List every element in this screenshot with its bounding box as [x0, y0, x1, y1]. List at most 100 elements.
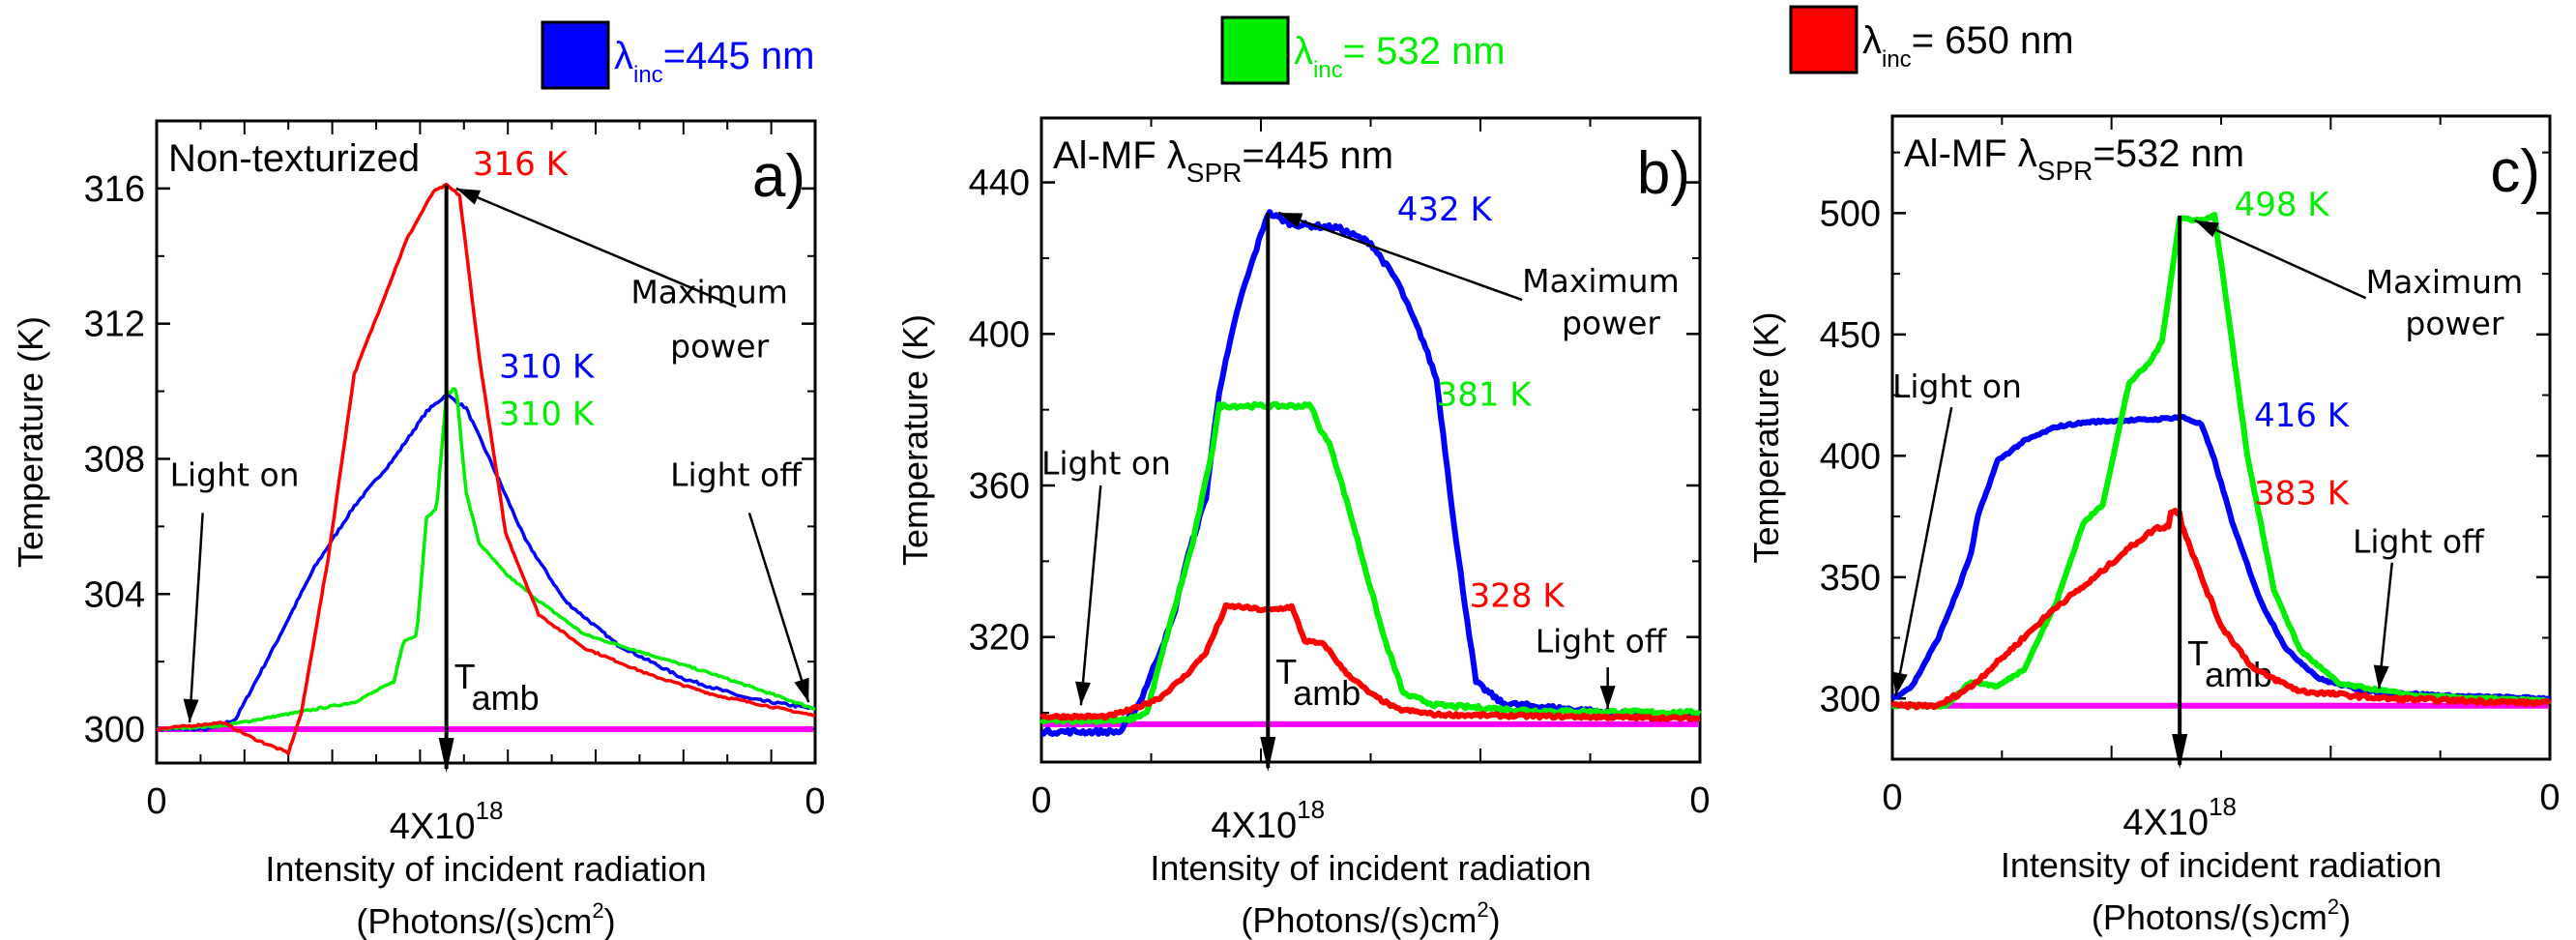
value-label: 310 K: [499, 348, 596, 387]
series-line: [1890, 212, 2552, 710]
y-tick-label: 312: [84, 305, 145, 345]
y-tick-label: 308: [84, 439, 145, 480]
x-tick-exponent: 18: [2209, 792, 2237, 821]
y-axis-title: Temperature (K): [895, 314, 935, 566]
legend-item: λinc= 650 nm: [1789, 5, 2074, 74]
annotation-arrowhead: [1278, 212, 1303, 228]
x-axis-units: (Photons/(s)cm2): [2092, 895, 2351, 937]
legend-item: λinc=445 nm: [541, 20, 814, 90]
tamb-T: T: [454, 657, 476, 696]
annotation-arrow: [2194, 219, 2367, 300]
value-label: 310 K: [499, 396, 596, 434]
legend-value: = 532 nm: [1343, 30, 1506, 73]
panel-title-end: =445 nm: [1242, 134, 1393, 177]
legend-value: =445 nm: [663, 35, 815, 77]
y-tick-label: 360: [969, 466, 1030, 507]
annotation-arrow: [747, 513, 810, 703]
x-axis-units-base: (Photons/(s)cm: [1241, 900, 1477, 940]
annotation-label: Light on: [170, 455, 300, 493]
series-line: [156, 182, 816, 755]
annotation-arrow: [1079, 485, 1102, 706]
x-axis-units-base: (Photons/(s)cm: [356, 901, 592, 940]
annotation-arrow: [1277, 211, 1523, 302]
annotation-arrow: [1894, 406, 1953, 696]
annotation-label: Maximum: [2366, 263, 2524, 301]
legend-sub: inc: [633, 62, 663, 88]
value-label: 416 K: [2254, 397, 2351, 435]
legend-label: λinc= 532 nm: [1294, 30, 1506, 83]
legend-swatch: [1220, 15, 1290, 85]
y-tick-label: 350: [1820, 558, 1881, 599]
annotation-arrowhead: [794, 677, 809, 703]
x-tick-label: 0: [2539, 778, 2560, 818]
panel-c: 300 350 400 450 500 0 4X1018 0 Intensity of inci…: [1746, 114, 2561, 937]
x-axis-title: Intensity of incident radiation: [265, 849, 706, 889]
value-label: 432 K: [1397, 191, 1494, 229]
legend-swatch: [1789, 5, 1859, 74]
series-line: [1039, 400, 1702, 725]
value-label: 383 K: [2254, 475, 2351, 514]
value-label: 498 K: [2235, 186, 2331, 224]
x-tick-base: 4X10: [2122, 803, 2209, 843]
plot-frame: [155, 119, 817, 765]
annotation-label: Light off: [2353, 523, 2485, 561]
y-tick-label: 450: [1820, 315, 1881, 356]
tamb-label: Tamb: [454, 657, 540, 718]
annotation-label: Maximum: [630, 274, 788, 311]
annotation-arrowhead: [455, 188, 482, 205]
x-axis-units-end: ): [2339, 897, 2351, 937]
x-tick-label: 4X1018: [2122, 792, 2237, 843]
annotation-label: Light off: [1536, 622, 1668, 660]
annotation-label: Light off: [670, 455, 803, 493]
annotation-label: power: [670, 328, 769, 366]
legend-value: = 650 nm: [1912, 19, 2074, 62]
x-tick-base: 4X10: [1211, 806, 1297, 846]
x-axis-units-sup: 2: [2327, 895, 2339, 919]
max-power-arrowhead: [1260, 737, 1276, 772]
annotation-label: power: [1562, 304, 1660, 341]
y-axis-title: Temperature (K): [11, 316, 50, 568]
x-axis-units-sup: 2: [592, 898, 603, 923]
x-tick-label: 0: [1882, 778, 1902, 818]
y-tick-label: 440: [969, 163, 1030, 204]
series-line: [156, 387, 816, 732]
max-power-arrowhead: [2172, 734, 2188, 769]
y-tick-label: 300: [1820, 679, 1881, 720]
tamb-sub: amb: [472, 678, 540, 718]
legend-sub: inc: [1882, 46, 1912, 73]
y-tick-label: 400: [1820, 436, 1881, 477]
panel-title: Al-MF λSPR=445 nm: [1053, 134, 1393, 188]
panel-title-end: =532 nm: [2093, 132, 2244, 175]
panel-title-main: Non-texturized: [168, 137, 420, 180]
legend-label: λinc=445 nm: [614, 35, 814, 88]
y-tick-label: 304: [84, 574, 145, 615]
annotation-arrowhead: [2373, 664, 2389, 690]
panel-letter: b): [1637, 140, 1690, 207]
x-tick-label: 0: [146, 781, 166, 822]
annotation-label: power: [2405, 305, 2503, 342]
x-tick-exponent: 18: [1297, 795, 1325, 824]
panel-title: Al-MF λSPR=532 nm: [1904, 132, 2244, 186]
annotation-arrow: [455, 187, 737, 308]
y-axis-title: Temperature (K): [1746, 311, 1786, 563]
y-tick-label: 320: [969, 618, 1030, 659]
legend-lambda: λ: [614, 35, 633, 77]
panel-b: 320 360 400 440 0 4X1018 0 Intensity of inciden…: [895, 116, 1711, 940]
annotation-label: Maximum: [1522, 262, 1680, 300]
x-axis-title: Intensity of incident radiation: [1150, 848, 1591, 888]
value-label: 316 K: [473, 145, 570, 184]
x-tick-base: 4X10: [390, 807, 476, 847]
annotation-label: Light on: [1041, 444, 1171, 482]
y-tick-label: 500: [1820, 193, 1881, 234]
tamb-T: T: [1275, 652, 1297, 691]
annotation-arrowhead: [183, 698, 199, 723]
x-axis-title: Intensity of incident radiation: [2001, 845, 2442, 885]
annotation-arrowhead: [2194, 220, 2219, 238]
x-tick-label: 0: [805, 781, 825, 822]
y-tick-label: 300: [84, 710, 145, 750]
plot-frame: [1039, 116, 1702, 764]
series-line: [1039, 602, 1701, 723]
x-tick-exponent: 18: [476, 796, 504, 825]
tamb-T: T: [2187, 633, 2209, 673]
